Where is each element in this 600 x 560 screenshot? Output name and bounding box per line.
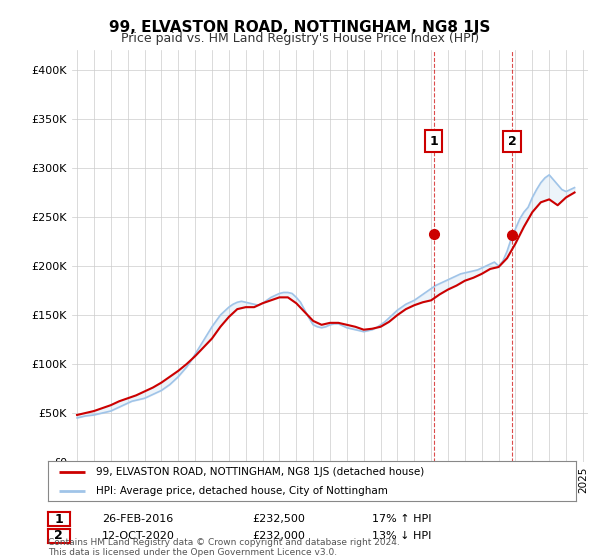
Text: £232,000: £232,000: [252, 531, 305, 541]
Text: 99, ELVASTON ROAD, NOTTINGHAM, NG8 1JS (detached house): 99, ELVASTON ROAD, NOTTINGHAM, NG8 1JS (…: [95, 467, 424, 477]
Text: 26-FEB-2016: 26-FEB-2016: [102, 514, 173, 524]
Text: 1: 1: [55, 512, 63, 526]
Text: HPI: Average price, detached house, City of Nottingham: HPI: Average price, detached house, City…: [95, 486, 388, 496]
Text: 99, ELVASTON ROAD, NOTTINGHAM, NG8 1JS: 99, ELVASTON ROAD, NOTTINGHAM, NG8 1JS: [109, 20, 491, 35]
Text: 13% ↓ HPI: 13% ↓ HPI: [372, 531, 431, 541]
Text: 2: 2: [508, 135, 517, 148]
Text: Contains HM Land Registry data © Crown copyright and database right 2024.
This d: Contains HM Land Registry data © Crown c…: [48, 538, 400, 557]
Text: 1: 1: [430, 134, 438, 147]
Text: 17% ↑ HPI: 17% ↑ HPI: [372, 514, 431, 524]
Text: 12-OCT-2020: 12-OCT-2020: [102, 531, 175, 541]
Text: £232,500: £232,500: [252, 514, 305, 524]
Text: Price paid vs. HM Land Registry's House Price Index (HPI): Price paid vs. HM Land Registry's House …: [121, 32, 479, 45]
Text: 2: 2: [55, 529, 63, 543]
